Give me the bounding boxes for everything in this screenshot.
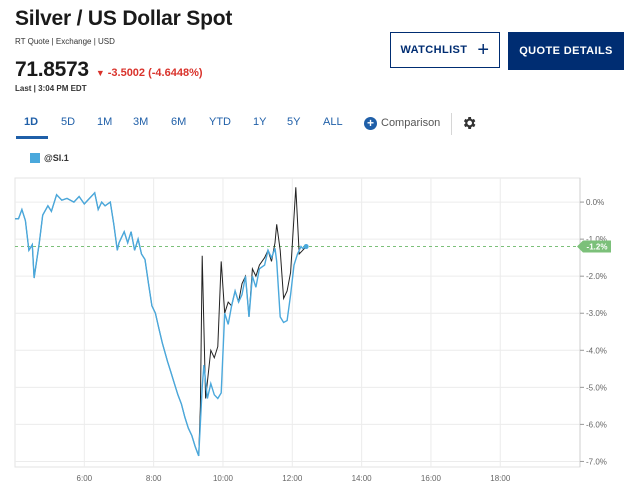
tab-3m[interactable]: 3M [133,116,149,128]
y-axis-labels: 0.0% -1.0% -2.0% -3.0% -4.0% -5.0% -6.0% -7.0% [580,198,607,466]
y-tick-label: -4.0% [586,346,607,355]
x-tick-label: 6:00 [77,474,93,483]
quote-details-label: QUOTE DETAILS [519,45,613,57]
tab-1d[interactable]: 1D [24,116,39,128]
current-value-badge-shape [577,240,611,253]
last-price: 71.8573 [15,58,89,81]
series-line-si1 [15,191,307,457]
watchlist-label: WATCHLIST [400,44,468,56]
down-arrow-icon: ▼ [95,68,105,78]
tab-1m[interactable]: 1M [97,116,113,128]
comparison-button[interactable]: Comparison [381,117,441,129]
price-change: ▼ -3.5002 (-4.6448%) [96,67,203,79]
y-tick-label: -5.0% [586,383,607,392]
legend-label[interactable]: @SI.1 [44,153,69,163]
y-tick-label: -2.0% [586,272,607,281]
chart-lines [15,187,309,457]
tab-5y[interactable]: 5Y [287,116,301,128]
quote-details-button[interactable]: QUOTE DETAILS [508,32,624,70]
y-tick-label: 0.0% [586,198,604,207]
tab-ytd[interactable]: YTD [209,116,231,128]
price-row: 71.8573 ▼ -3.5002 (-4.6448%) [15,58,203,82]
tab-6m[interactable]: 6M [171,116,187,128]
x-tick-label: 8:00 [146,474,162,483]
tab-1y[interactable]: 1Y [253,116,267,128]
x-axis-labels: 6:00 8:00 10:00 12:00 14:00 16:00 18:00 [77,474,511,483]
watchlist-button[interactable]: WATCHLIST + [390,32,500,68]
gear-icon[interactable] [461,115,477,131]
y-tick-label: -6.0% [586,420,607,429]
last-updated: Last | 3:04 PM EDT [15,84,87,93]
current-value-label: -1.2% [587,243,608,252]
quote-subtitle: RT Quote | Exchange | USD [15,37,115,46]
x-tick-label: 12:00 [282,474,303,483]
y-tick-label: -3.0% [586,309,607,318]
series-end-point [303,244,309,250]
plus-circle-icon[interactable]: + [364,117,377,130]
chart-legend: @SI.1 [30,153,69,163]
y-tick-label: -7.0% [586,457,607,466]
active-tab-indicator [16,136,48,139]
legend-swatch [30,153,40,163]
x-tick-label: 18:00 [490,474,511,483]
tab-5d[interactable]: 5D [61,116,76,128]
page-title: Silver / US Dollar Spot [15,7,233,30]
x-tick-label: 10:00 [213,474,234,483]
x-tick-label: 14:00 [352,474,373,483]
plus-icon: + [477,39,490,61]
x-tick-label: 16:00 [421,474,442,483]
price-change-value: -3.5002 (-4.6448%) [107,67,203,79]
y-tick-label: -1.0% [586,235,607,244]
series-line-secondary [15,187,307,457]
chart-grid [14,177,581,468]
tab-all[interactable]: ALL [323,116,343,128]
current-value-badge: -1.2% [577,240,611,253]
toolbar-divider [451,113,452,135]
